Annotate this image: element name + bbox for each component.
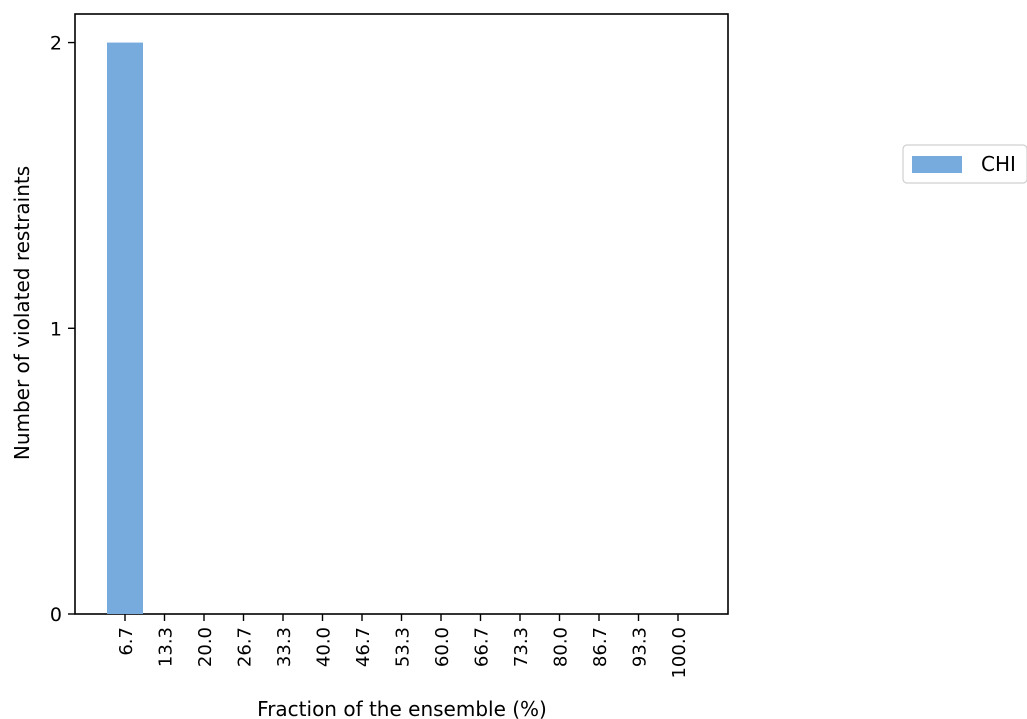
x-axis-title: Fraction of the ensemble (%): [257, 697, 547, 719]
x-tick-label: 86.7: [590, 627, 611, 667]
y-tick-label: 1: [50, 318, 62, 340]
y-tick-label: 0: [50, 604, 62, 626]
x-tick-label: 26.7: [235, 627, 256, 667]
legend: CHI: [902, 144, 1027, 184]
bars-group: [107, 42, 143, 615]
x-tick-label: 53.3: [393, 627, 414, 667]
legend-label: CHI: [981, 152, 1016, 176]
x-tick-label: 93.3: [630, 627, 651, 667]
plot-frame: [74, 13, 729, 615]
y-axis-ticks: 0 1 2: [50, 33, 75, 626]
x-tick-label: 33.3: [274, 627, 295, 667]
x-tick-label: 60.0: [432, 627, 453, 667]
x-tick-label: 73.3: [511, 627, 532, 667]
x-tick-label: 40.0: [314, 627, 335, 667]
x-tick-label: 6.7: [116, 627, 137, 656]
x-tick-label: 100.0: [669, 627, 690, 679]
x-tick-label: 80.0: [551, 627, 572, 667]
y-tick-label: 2: [50, 33, 62, 55]
bar-6.7: [107, 42, 143, 615]
x-tick-label: 13.3: [156, 627, 177, 667]
x-tick-label: 46.7: [353, 627, 374, 667]
legend-swatch: [912, 156, 962, 173]
plot-area: [74, 13, 729, 615]
x-axis-ticks: 6.7 13.3 20.0 26.7 33.3 40.0 46.7 53.3 60.0 66.7 7…: [116, 614, 690, 679]
x-tick-label: 66.7: [472, 627, 493, 667]
y-axis-title: Number of violated restraints: [10, 166, 34, 460]
x-tick-label: 20.0: [195, 627, 216, 667]
legend-frame: [902, 144, 1027, 184]
